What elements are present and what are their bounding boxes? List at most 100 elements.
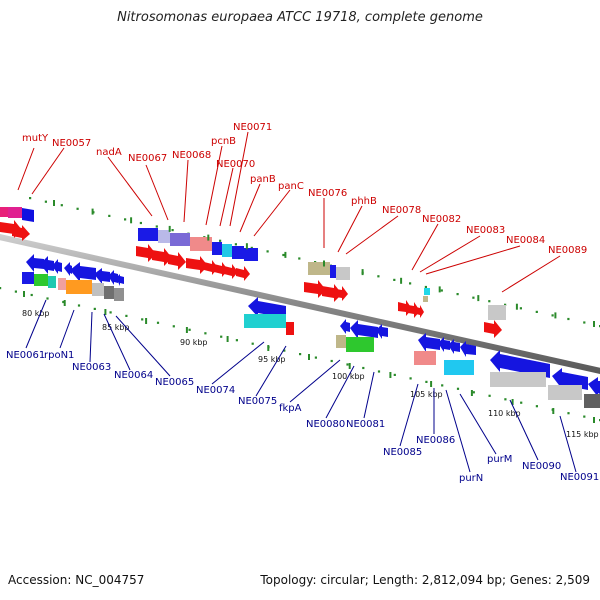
gene-label-forward[interactable]: NE0057 [52, 138, 91, 149]
reverse-gene-arrow[interactable] [350, 320, 378, 339]
gene-feature[interactable] [244, 248, 258, 261]
gene-feature[interactable] [48, 276, 56, 288]
gene-label-reverse[interactable]: NE0065 [155, 377, 194, 388]
gene-feature[interactable] [158, 230, 170, 243]
gene-feature[interactable] [92, 283, 104, 296]
gene-label-forward[interactable]: pcnB [211, 136, 236, 147]
reverse-gene-arrow[interactable] [108, 270, 118, 285]
gene-feature[interactable] [490, 372, 546, 387]
gene-feature[interactable] [114, 288, 124, 301]
forward-gene-arrow[interactable] [136, 244, 156, 262]
gene-feature[interactable] [232, 246, 244, 259]
gene-label-reverse[interactable]: NE0075 [238, 396, 277, 407]
gene-label-forward[interactable]: NE0083 [466, 225, 505, 236]
reverse-gene-arrow[interactable] [460, 341, 476, 357]
forward-gene-arrow[interactable] [236, 266, 250, 281]
gene-feature[interactable] [286, 322, 294, 335]
reverse-gene-arrow[interactable] [52, 259, 62, 274]
gene-label-forward[interactable]: NE0070 [216, 159, 255, 170]
gene-label-reverse[interactable]: fkpA [279, 403, 302, 414]
gene-label-forward[interactable]: NE0068 [172, 150, 211, 161]
gene-feature[interactable] [8, 207, 22, 218]
gene-feature[interactable] [138, 228, 158, 241]
gene-feature[interactable] [444, 360, 474, 375]
gene-feature[interactable] [58, 278, 66, 290]
gene-feature[interactable] [423, 296, 428, 302]
gene-feature[interactable] [244, 314, 286, 328]
forward-gene-arrow[interactable] [416, 305, 424, 318]
gene-feature[interactable] [0, 207, 8, 217]
gene-label-forward[interactable]: NE0076 [308, 188, 347, 199]
gene-feature[interactable] [336, 267, 350, 280]
gene-label-reverse[interactable]: NE0091 [560, 472, 599, 483]
gene-feature[interactable] [330, 265, 336, 278]
gene-feature[interactable] [22, 272, 34, 284]
reverse-gene-arrow[interactable] [40, 256, 54, 274]
gene-label-reverse[interactable]: rpoN1 [44, 350, 74, 361]
gene-label-reverse[interactable]: NE0080 [306, 419, 345, 430]
gene-feature[interactable] [548, 385, 582, 400]
reverse-gene-arrow[interactable] [552, 368, 588, 390]
gene-label-forward[interactable]: NE0084 [506, 235, 545, 246]
gene-label-forward[interactable]: mutY [22, 133, 49, 144]
gene-label-forward[interactable]: NE0078 [382, 205, 421, 216]
reverse-gene-arrow[interactable] [64, 262, 72, 276]
forward-gene-arrow[interactable] [12, 225, 30, 241]
gene-label-forward[interactable]: nadA [96, 147, 122, 158]
forward-gene-arrow[interactable] [152, 248, 172, 266]
track-dot [235, 339, 238, 342]
gene-label-forward[interactable]: NE0067 [128, 153, 167, 164]
reverse-gene-arrow[interactable] [448, 339, 460, 354]
gene-label-reverse[interactable]: NE0086 [416, 435, 455, 446]
reverse-gene-arrow[interactable] [376, 324, 388, 339]
gene-feature[interactable] [170, 233, 190, 246]
gene-label-reverse[interactable]: purM [487, 454, 512, 465]
reverse-gene-arrow[interactable] [94, 268, 110, 284]
reverse-gene-arrow[interactable] [116, 274, 124, 286]
gene-label-forward[interactable]: NE0089 [548, 245, 587, 256]
forward-gene-arrow[interactable] [168, 252, 186, 270]
gene-feature[interactable] [584, 394, 600, 408]
track-dot [139, 221, 142, 225]
forward-gene-arrow[interactable] [322, 284, 342, 302]
gene-feature[interactable] [346, 337, 374, 352]
gene-label-reverse[interactable]: NE0063 [72, 362, 111, 373]
forward-gene-arrow[interactable] [304, 280, 326, 298]
gene-label-forward[interactable]: NE0082 [422, 214, 461, 225]
gene-label-forward[interactable]: phhB [351, 196, 377, 207]
gene-feature[interactable] [424, 288, 430, 295]
gene-feature[interactable] [308, 262, 330, 275]
reverse-gene-arrow[interactable] [418, 333, 440, 352]
gene-label-reverse[interactable]: NE0074 [196, 385, 235, 396]
gene-feature[interactable] [104, 286, 114, 299]
reverse-gene-arrow[interactable] [438, 337, 450, 352]
reverse-gene-arrow[interactable] [70, 262, 96, 282]
forward-gene-arrow[interactable] [336, 286, 348, 301]
gene-label-forward[interactable]: panB [250, 174, 276, 185]
gene-feature[interactable] [222, 244, 232, 257]
reverse-gene-arrow[interactable] [490, 350, 550, 378]
forward-gene-arrow[interactable] [186, 256, 208, 274]
gene-label-forward[interactable]: panC [278, 181, 304, 192]
gene-label-reverse[interactable]: NE0090 [522, 461, 561, 472]
gene-feature[interactable] [22, 208, 34, 222]
gene-label-reverse[interactable]: NE0085 [383, 447, 422, 458]
reverse-gene-arrow[interactable] [588, 377, 600, 397]
forward-gene-arrow[interactable] [224, 264, 238, 279]
gene-feature[interactable] [66, 280, 92, 294]
gene-label-reverse[interactable]: NE0081 [346, 419, 385, 430]
gene-feature[interactable] [414, 351, 436, 365]
gene-label-reverse[interactable]: purN [459, 473, 483, 484]
reverse-gene-arrow[interactable] [340, 319, 350, 334]
gene-feature[interactable] [212, 242, 222, 255]
reverse-gene-arrow[interactable] [26, 254, 44, 272]
gene-label-reverse[interactable]: NE0064 [114, 370, 153, 381]
gene-feature[interactable] [190, 237, 212, 251]
gene-label-forward[interactable]: NE0071 [233, 122, 272, 133]
gene-feature[interactable] [34, 274, 48, 286]
gene-feature[interactable] [336, 335, 346, 348]
reverse-gene-arrow[interactable] [248, 297, 286, 318]
gene-feature[interactable] [488, 305, 506, 320]
gene-label-reverse[interactable]: NE0061 [6, 350, 45, 361]
forward-gene-arrow[interactable] [484, 320, 502, 338]
